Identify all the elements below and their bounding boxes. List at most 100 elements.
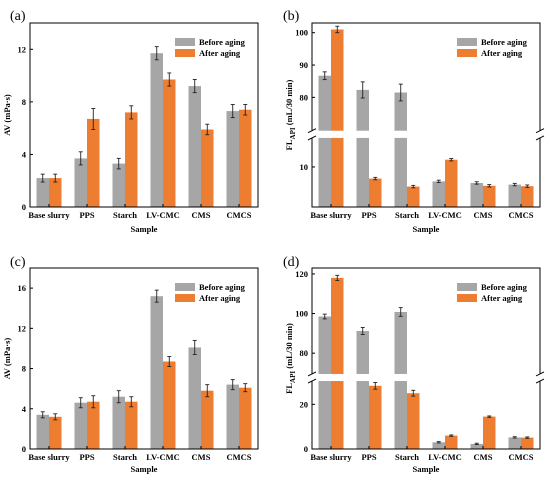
bar-after-5 xyxy=(521,437,534,449)
bar-before-0 xyxy=(318,316,331,449)
x-tick-label: Starch xyxy=(113,452,137,462)
bar-before-5 xyxy=(508,437,521,449)
chart-panel-c: (c) 0 4 8 12 16 Base slurry PPS Starch LV-CMC CMS C… xyxy=(2,255,259,474)
plot-frame xyxy=(29,267,259,450)
x-tick-label: CMCS xyxy=(226,452,251,462)
y-tick-label: 20 xyxy=(300,399,309,409)
x-axis-label: Sample xyxy=(413,464,440,474)
y-tick-label: 12 xyxy=(18,44,27,54)
bar-before-4 xyxy=(188,86,201,207)
bar-after-4 xyxy=(483,416,496,449)
x-tick-label: PPS xyxy=(361,210,376,220)
bar-before-4 xyxy=(470,443,483,449)
axis-break-band xyxy=(308,373,544,382)
y-axis-label: FLAPI (mL/30 min) xyxy=(284,323,297,394)
bar-before-1 xyxy=(74,158,87,207)
bar-after-2 xyxy=(125,112,138,207)
bar-after-2 xyxy=(125,401,138,449)
bar-after-3 xyxy=(163,79,176,207)
legend-swatch-after xyxy=(457,294,477,302)
y-tick-label: 16 xyxy=(18,283,27,293)
x-axis-label: Sample xyxy=(413,224,440,234)
y-tick-label: 8 xyxy=(22,97,26,107)
axis-break-mark xyxy=(535,135,545,141)
axis-break-mark xyxy=(307,378,317,384)
bar-before-0 xyxy=(36,414,49,449)
panel-label: (b) xyxy=(283,9,300,24)
x-tick-label: CMS xyxy=(474,452,493,462)
x-tick-label: PPS xyxy=(79,210,94,220)
bar-after-0 xyxy=(331,29,344,207)
axis-break-mark xyxy=(307,135,317,141)
y-axis-label-rest: (mL/30 min) xyxy=(284,80,294,128)
bar-after-4 xyxy=(483,185,496,207)
bar-after-0 xyxy=(49,416,62,449)
y-axis-label-main: FL xyxy=(284,383,294,394)
x-tick-label: LV-CMC xyxy=(146,210,180,220)
bar-before-2 xyxy=(112,396,125,449)
bar-before-2 xyxy=(112,163,125,207)
y-tick-label: 4 xyxy=(22,149,27,159)
plot-frame xyxy=(29,22,259,208)
legend-label-after: After aging xyxy=(481,293,523,303)
axis-break-band xyxy=(308,130,544,138)
legend-swatch-after xyxy=(175,49,195,57)
y-tick-label: 80 xyxy=(300,92,309,102)
axis-break-mark xyxy=(307,128,317,134)
x-tick-label: CMS xyxy=(192,210,211,220)
y-axis-label: AV (mPa·s) xyxy=(2,338,12,380)
bar-after-1 xyxy=(87,118,100,207)
legend-swatch-after xyxy=(457,49,477,57)
bar-after-5 xyxy=(521,186,534,207)
bar-after-5 xyxy=(239,109,252,207)
bar-before-4 xyxy=(188,347,201,449)
x-tick-label: PPS xyxy=(361,452,376,462)
bar-after-4 xyxy=(201,129,214,207)
bar-before-3 xyxy=(432,442,445,449)
y-axis-label-sub: API xyxy=(289,127,297,139)
y-tick-label: 0 xyxy=(22,444,26,454)
x-tick-label: Starch xyxy=(113,210,137,220)
legend-label-before: Before aging xyxy=(199,282,246,292)
legend-swatch-after xyxy=(175,294,195,302)
bar-after-3 xyxy=(163,361,176,449)
y-tick-label: 0 xyxy=(22,202,26,212)
bar-before-1 xyxy=(74,402,87,449)
legend-label-after: After aging xyxy=(481,48,523,58)
legend-swatch-before xyxy=(175,283,195,291)
x-tick-label: Base slurry xyxy=(310,452,352,462)
y-tick-label: 8 xyxy=(22,364,26,374)
y-axis-label-main: FL xyxy=(284,139,294,150)
x-tick-label: LV-CMC xyxy=(428,452,462,462)
x-tick-label: CMCS xyxy=(508,210,533,220)
x-tick-label: Base slurry xyxy=(28,452,70,462)
bar-after-2 xyxy=(407,393,420,449)
y-axis-label-rest: (mL/30 min) xyxy=(284,323,294,371)
axis-break-mark xyxy=(535,378,545,384)
bar-before-3 xyxy=(150,53,163,208)
legend-swatch-before xyxy=(457,38,477,46)
legend-label-before: Before aging xyxy=(481,282,528,292)
bar-after-0 xyxy=(331,277,344,449)
axis-break-mark xyxy=(307,371,317,377)
bar-before-3 xyxy=(432,181,445,207)
y-tick-label: 80 xyxy=(300,348,309,358)
x-tick-label: Starch xyxy=(395,210,419,220)
panel-label: (c) xyxy=(10,255,26,270)
x-axis-label: Sample xyxy=(131,464,158,474)
x-tick-label: Base slurry xyxy=(28,210,70,220)
chart-panel-b: (b) 10 80 90 100 Base slurry PPS Starch LV-CMC CM… xyxy=(283,9,545,234)
bar-after-0 xyxy=(49,178,62,207)
legend-label-before: Before aging xyxy=(481,37,528,47)
x-tick-label: LV-CMC xyxy=(146,452,180,462)
y-tick-label: 4 xyxy=(22,404,27,414)
x-tick-label: CMS xyxy=(474,210,493,220)
y-tick-label: 12 xyxy=(18,323,27,333)
y-tick-label: 90 xyxy=(300,60,309,70)
x-tick-label: Base slurry xyxy=(310,210,352,220)
x-tick-label: CMCS xyxy=(226,210,251,220)
chart-panel-d: (d) 0 20 80 100 120 Base slurry PPS Starch LV-CMC… xyxy=(283,255,545,474)
bar-after-4 xyxy=(201,390,214,449)
x-tick-label: Starch xyxy=(395,452,419,462)
axis-break-mark xyxy=(535,371,545,377)
